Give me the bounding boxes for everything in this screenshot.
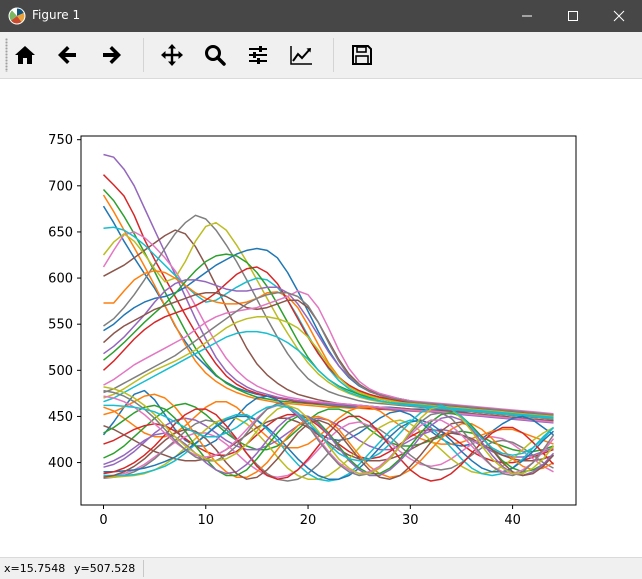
series-line-1 (102, 205, 554, 419)
series-line-30 (103, 413, 555, 482)
series-line-20 (103, 330, 554, 419)
x-tick-label: 40 (504, 513, 521, 528)
series-line-16 (102, 292, 554, 416)
series-line-11 (103, 247, 554, 417)
y-tick-label: 500 (48, 364, 73, 379)
cursor-y-readout: y=507.528 (74, 562, 136, 575)
save-button[interactable] (346, 39, 378, 71)
series-line-32 (103, 393, 554, 479)
series-line-31 (103, 415, 555, 480)
x-tick-label: 20 (300, 513, 317, 528)
series-line-18 (103, 292, 554, 416)
cursor-x-readout: x=15.7548 (4, 562, 66, 575)
series-line-36 (103, 419, 555, 480)
matplotlib-logo-icon (8, 7, 26, 25)
x-tick-label: 30 (402, 513, 419, 528)
y-tick-label: 650 (48, 225, 73, 240)
y-tick-label: 400 (48, 456, 73, 471)
series-line-15 (103, 279, 554, 416)
series-line-9 (102, 221, 554, 420)
series-line-34 (103, 408, 555, 482)
series-line-40 (103, 404, 555, 462)
edit-axes-button[interactable] (285, 39, 317, 71)
move-icon (161, 44, 183, 66)
home-button[interactable] (9, 39, 41, 71)
series-lines (102, 153, 555, 482)
y-tick-label: 750 (48, 133, 73, 148)
line-chart[interactable]: 0 10 20 30 40 400 450 500 550 600 650 700 750 (0, 79, 642, 556)
magnifier-icon (205, 45, 226, 66)
series-line-3 (102, 188, 554, 422)
series-line-14 (102, 266, 554, 417)
x-tick-label: 0 (99, 513, 107, 528)
back-button[interactable] (52, 39, 84, 71)
line-chart-icon (290, 46, 312, 65)
toolbar-grip[interactable] (5, 38, 8, 72)
minimize-button[interactable] (504, 0, 550, 32)
window-title: Figure 1 (32, 8, 81, 22)
series-line-6 (103, 229, 554, 422)
y-tick-label: 450 (48, 410, 73, 425)
navigation-toolbar (0, 32, 642, 79)
series-line-8 (103, 214, 554, 420)
x-axis: 0 10 20 30 40 (99, 505, 521, 528)
series-line-37 (103, 395, 555, 475)
zoom-button[interactable] (199, 39, 231, 71)
sliders-icon (249, 46, 267, 64)
y-tick-label: 600 (48, 272, 73, 287)
home-icon (15, 46, 35, 64)
toolbar-separator (333, 38, 334, 72)
series-line-19 (103, 316, 554, 418)
series-line-39 (103, 386, 555, 475)
title-bar: Figure 1 (0, 0, 642, 32)
series-line-38 (103, 389, 555, 477)
series-line-7 (102, 231, 554, 423)
arrow-left-icon (58, 46, 76, 64)
maximize-icon (568, 11, 578, 21)
plot-area-frame (80, 135, 577, 506)
series-line-2 (102, 194, 554, 421)
figure-canvas[interactable]: 0 10 20 30 40 400 450 500 550 600 650 700 750 (0, 79, 642, 556)
series-line-29 (103, 417, 554, 480)
status-divider (143, 560, 144, 577)
maximize-button[interactable] (550, 0, 596, 32)
close-icon (613, 10, 625, 22)
series-line-10 (103, 226, 554, 420)
x-tick-label: 10 (197, 513, 214, 528)
arrow-right-icon (103, 46, 121, 64)
toolbar-separator (143, 38, 144, 72)
y-tick-label: 550 (48, 318, 73, 333)
subplots-button[interactable] (242, 39, 274, 71)
pan-button[interactable] (156, 39, 188, 71)
minimize-icon (522, 15, 532, 17)
series-line-17 (103, 290, 554, 415)
close-button[interactable] (596, 0, 642, 32)
status-bar: x=15.7548 y=507.528 (0, 557, 642, 579)
y-tick-label: 700 (48, 179, 73, 194)
y-axis: 400 450 500 550 600 650 700 750 (48, 133, 81, 471)
floppy-disk-icon (352, 45, 372, 65)
forward-button[interactable] (95, 39, 127, 71)
